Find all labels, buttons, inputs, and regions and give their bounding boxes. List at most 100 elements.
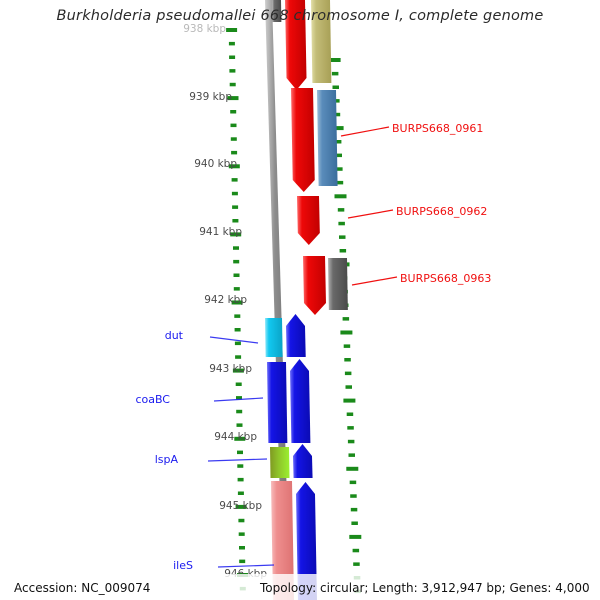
ruler-label: 940 kbp (194, 158, 237, 170)
ruler-tick-minor (332, 85, 339, 89)
ruler-tick-minor (344, 358, 351, 362)
feature-track-layer[interactable] (265, 0, 348, 600)
status-bar: Accession: NC_009074 Topology: circular;… (0, 574, 600, 600)
ruler-tick-minor (336, 167, 343, 171)
ruler-tick-minor (336, 180, 344, 185)
ruler-tick-minor (233, 259, 240, 264)
page-title: Burkholderia pseudomallei 668 chromosome… (56, 8, 544, 24)
feature-f-blue-3[interactable] (290, 359, 311, 443)
gene-label-coaBC[interactable]: coaBC (135, 393, 170, 406)
gene-label-BURPS668_0962[interactable]: BURPS668_0962 (396, 205, 488, 218)
ruler-tick-minor (331, 71, 339, 76)
ruler-tick-minor (350, 494, 357, 498)
ruler-tick-major (349, 534, 362, 539)
ruler-tick-minor (347, 426, 354, 430)
ruler-tick-minor (236, 423, 243, 427)
ruler-tick-minor (235, 382, 242, 386)
ruler-tick-minor (333, 99, 340, 103)
feature-f-gray-2[interactable] (328, 258, 348, 310)
ruler-tick-minor (238, 518, 245, 523)
gene-label-lspA[interactable]: lspA (154, 453, 178, 466)
ruler-tick-minor (230, 110, 237, 114)
ruler-tick-minor (238, 532, 245, 536)
ruler-tick-minor (231, 178, 238, 182)
ruler-label: 938 kbp (183, 23, 226, 35)
ruler-tick-minor (347, 439, 355, 444)
ruler-tick-minor (233, 287, 240, 291)
ruler-tick-minor (234, 314, 241, 318)
ruler-tick-minor (237, 464, 244, 468)
ruler-tick-minor (345, 385, 352, 389)
ruler-tick-minor (237, 477, 244, 482)
ruler-tick-minor (342, 317, 350, 321)
ruler-tick-minor (236, 396, 242, 400)
feature-f-blue-5[interactable] (296, 482, 317, 600)
ruler-tick-major (228, 164, 240, 169)
feature-f-green-1[interactable] (270, 447, 290, 478)
genome-summary-text: Topology: circular; Length: 3,912,947 bp… (260, 581, 590, 595)
ruler-tick-minor (237, 450, 243, 455)
ruler-tick-minor (235, 355, 242, 359)
ruler-tick-major (230, 232, 242, 237)
feature-f-salmon-1[interactable] (271, 481, 294, 600)
ruler-tick-minor (236, 409, 243, 414)
ruler-tick-minor (344, 371, 352, 376)
ruler-tick-minor (334, 140, 342, 144)
ruler-tick-minor (335, 153, 342, 158)
ruler-tick-minor (233, 273, 240, 277)
gene-label-ileS[interactable]: ileS (173, 559, 193, 572)
ruler-tick-minor (351, 521, 358, 525)
ruler-tick-minor (339, 249, 347, 253)
ruler-tick-minor (230, 137, 237, 141)
ruler-tick-minor (350, 507, 358, 512)
ruler-tick-minor (229, 55, 236, 59)
feature-f-red-3[interactable] (297, 196, 320, 245)
ruler-tick-major (343, 398, 356, 403)
ruler-label: 944 kbp (214, 431, 257, 443)
ruler-label: 941 kbp (199, 226, 242, 238)
ruler-tick-major (235, 504, 247, 509)
ruler-tick-minor (352, 548, 360, 553)
ruler-label: 943 kbp (209, 363, 252, 375)
feature-f-blue-4[interactable] (293, 444, 313, 478)
gene-label-BURPS668_0963[interactable]: BURPS668_0963 (400, 272, 492, 285)
ruler-tick-major (346, 466, 359, 471)
ruler-tick-minor (231, 191, 238, 196)
gene-label-leaders-left (207, 336, 275, 568)
gene-label-dut[interactable]: dut (164, 329, 183, 342)
gene-leader-BURPS668_0963 (351, 276, 398, 286)
ruler-tick-minor (228, 41, 235, 46)
ruler-tick-major (226, 28, 238, 32)
gene-leader-BURPS668_0962 (347, 209, 394, 219)
feature-f-red-2[interactable] (291, 88, 315, 192)
ruler-label: 942 kbp (204, 294, 247, 306)
ruler-tick-minor (353, 562, 360, 566)
gene-label-leaders-right (340, 126, 398, 286)
feature-f-red-4[interactable] (303, 256, 326, 315)
feature-f-blue-1[interactable] (286, 314, 306, 357)
feature-f-red-1[interactable] (285, 0, 307, 90)
ruler-tick-major (234, 436, 246, 441)
feature-f-steel-1[interactable] (317, 90, 338, 186)
ruler-label: 939 kbp (189, 91, 232, 103)
ruler-tick-minor (339, 235, 346, 239)
ruler-tick-minor (348, 453, 355, 457)
ruler-tick-minor (338, 221, 345, 226)
ruler-tick-minor (230, 123, 237, 128)
feature-f-blue-2[interactable] (267, 362, 288, 443)
feature-f-khaki-1[interactable] (311, 0, 332, 83)
gene-label-BURPS668_0961[interactable]: BURPS668_0961 (392, 122, 484, 135)
ruler-tick-major (331, 126, 344, 131)
ruler-tick-major (231, 300, 243, 305)
ruler-tick-minor (239, 559, 246, 564)
ruler-tick-minor (337, 208, 345, 212)
ruler-tick-minor (234, 328, 241, 332)
feature-f-cyan-1[interactable] (265, 318, 283, 357)
feature-f-gray-top[interactable] (272, 0, 282, 22)
ruler-tick-minor (343, 344, 351, 348)
ruler-tick-minor (232, 205, 239, 209)
ruler-tick-minor (232, 219, 239, 223)
ruler-tick-major (340, 330, 353, 335)
